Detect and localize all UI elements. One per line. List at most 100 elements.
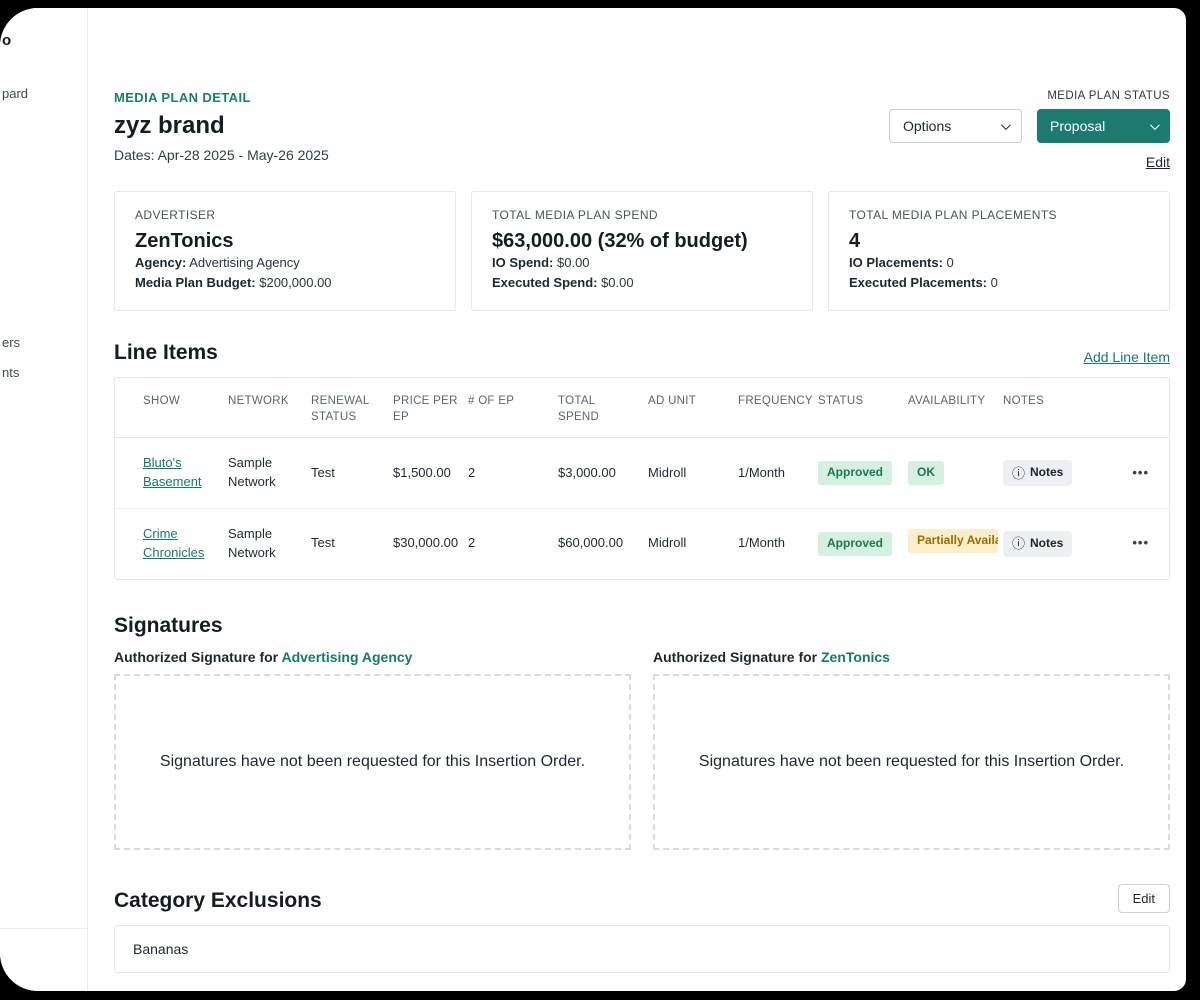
cell-renewal: Test	[311, 464, 335, 480]
kv-key: Agency:	[135, 255, 187, 270]
media-plan-status-label: MEDIA PLAN STATUS	[1047, 90, 1170, 102]
kv-value: $200,000.00	[255, 275, 332, 291]
cell-total: $60,000.00	[558, 535, 624, 551]
col-ad-unit: AD UNIT	[648, 395, 697, 408]
options-label: Options	[903, 118, 952, 134]
executed-placements-row: Executed Placements: 0	[849, 273, 1149, 293]
cell-network: Sample Network	[228, 526, 276, 560]
col-notes: NOTES	[1003, 395, 1045, 408]
header-buttons: Options Proposal	[889, 109, 1170, 143]
cell-eps: 2	[468, 535, 476, 551]
signature-block-advertiser: Authorized Signature for ZenTonics Signa…	[653, 649, 1170, 850]
table-header-row: SHOW NETWORK RENEWAL STATUS PRICE PER EP…	[115, 378, 1169, 439]
availability-badge: OK	[908, 461, 944, 485]
availability-badge: Partially Available	[908, 529, 998, 553]
col-total-spend: TOTAL SPEND	[558, 395, 600, 423]
main-content: MEDIA PLAN DETAIL zyz brand Dates: Apr-2…	[88, 8, 1186, 991]
row-overflow-menu[interactable]: •••	[1132, 535, 1149, 551]
sidebar-item-1[interactable]: ers	[2, 335, 21, 350]
kv-value: 0	[942, 255, 954, 270]
total-spend: $63,000.00 (32% of budget)	[492, 230, 748, 252]
kv-value: $0.00	[553, 255, 590, 270]
page-title: zyz brand	[114, 112, 225, 139]
status-value: Proposal	[1050, 118, 1106, 134]
cell-network: Sample Network	[228, 455, 276, 490]
status-badge: Approved	[818, 532, 893, 556]
status-badge: Approved	[818, 461, 893, 485]
col-availability: AVAILABILITY	[908, 395, 986, 408]
signature-entity-link[interactable]: ZenTonics	[821, 648, 890, 665]
table-row: Bluto's Basement Sample Network Test $1,…	[115, 438, 1169, 508]
card-label: TOTAL MEDIA PLAN SPEND	[492, 208, 658, 222]
table-body: Bluto's Basement Sample Network Test $1,…	[115, 438, 1169, 578]
col-price-per-ep: PRICE PER EP	[393, 395, 458, 423]
spend-card: TOTAL MEDIA PLAN SPEND $63,000.00 (32% o…	[471, 191, 813, 312]
page-header-left: MEDIA PLAN DETAIL zyz brand Dates: Apr-2…	[114, 90, 329, 170]
signature-block-agency: Authorized Signature for Advertising Age…	[114, 649, 631, 850]
io-placements-row: IO Placements: 0	[849, 253, 1149, 273]
signature-label: Authorized Signature for ZenTonics	[653, 649, 1170, 665]
category-exclusions-section: Category Exclusions Edit Bananas	[114, 883, 1170, 973]
budget-row: Media Plan Budget: $200,000.00	[135, 273, 435, 293]
notes-button[interactable]: ⓘ Notes	[1003, 460, 1073, 486]
signatures-title: Signatures	[114, 613, 223, 637]
row-overflow-menu[interactable]: •••	[1132, 464, 1149, 480]
status-dropdown[interactable]: Proposal	[1037, 109, 1170, 143]
logo: o	[2, 32, 12, 49]
add-line-item-link[interactable]: Add Line Item	[1083, 349, 1170, 366]
signature-message: Signatures have not been requested for t…	[698, 752, 1125, 770]
cell-ad-unit: Midroll	[648, 535, 687, 551]
edit-plan-link[interactable]: Edit	[1145, 154, 1170, 170]
app-window: o pard ers nts MEDIA PLAN DETAIL zyz bra…	[0, 8, 1186, 991]
info-icon: ⓘ	[1012, 536, 1026, 552]
kv-key: Executed Spend:	[492, 275, 598, 291]
options-dropdown[interactable]: Options	[889, 109, 1022, 143]
cell-price: $30,000.00	[393, 535, 459, 551]
col-num-ep: # OF EP	[468, 395, 515, 408]
breadcrumb: MEDIA PLAN DETAIL	[114, 90, 251, 105]
show-link[interactable]: Bluto's Basement	[143, 455, 202, 490]
kv-key: Media Plan Budget:	[135, 275, 256, 291]
table-row: Crime Chronicles Sample Network Test $30…	[115, 508, 1169, 579]
line-items-title: Line Items	[114, 341, 218, 365]
cell-total: $3,000.00	[558, 464, 616, 480]
sidebar-divider	[0, 928, 87, 929]
kv-key: IO Spend:	[492, 255, 554, 270]
signatures-section: Signatures Authorized Signature for Adve…	[114, 614, 1170, 850]
placements-card: TOTAL MEDIA PLAN PLACEMENTS 4 IO Placeme…	[828, 191, 1170, 312]
total-placements: 4	[849, 230, 861, 252]
signature-label-text: Authorized Signature for	[114, 648, 282, 665]
line-items-table: SHOW NETWORK RENEWAL STATUS PRICE PER EP…	[114, 377, 1170, 580]
signature-message: Signatures have not been requested for t…	[159, 752, 586, 770]
col-frequency: FREQUENCY	[738, 395, 813, 408]
plan-dates: Dates: Apr-28 2025 - May-26 2025	[114, 147, 329, 163]
edit-exclusions-button[interactable]: Edit	[1117, 883, 1170, 913]
signature-placeholder: Signatures have not been requested for t…	[114, 673, 631, 850]
signature-entity-link[interactable]: Advertising Agency	[281, 648, 413, 665]
page-header-right: MEDIA PLAN STATUS Options Proposal Edit	[889, 90, 1170, 170]
category-exclusions-title: Category Exclusions	[114, 888, 322, 912]
kv-value: 0	[987, 275, 998, 291]
io-spend-row: IO Spend: $0.00	[492, 253, 792, 273]
cell-price: $1,500.00	[393, 464, 451, 480]
kv-key: IO Placements:	[849, 255, 943, 270]
advertiser-card: ADVERTISER ZenTonics Agency: Advertising…	[114, 191, 456, 312]
card-label: TOTAL MEDIA PLAN PLACEMENTS	[849, 208, 1057, 222]
kv-key: Executed Placements:	[849, 275, 988, 291]
notes-label: Notes	[1030, 465, 1064, 480]
col-status: STATUS	[818, 395, 864, 408]
notes-label: Notes	[1030, 536, 1064, 551]
category-exclusions-value: Bananas	[114, 924, 1170, 973]
advertiser-name: ZenTonics	[135, 230, 234, 252]
agency-row: Agency: Advertising Agency	[135, 253, 435, 273]
notes-button[interactable]: ⓘ Notes	[1003, 531, 1073, 557]
sidebar-item-2[interactable]: nts	[2, 365, 20, 380]
chevron-down-icon	[1000, 119, 1011, 130]
signature-label-text: Authorized Signature for	[653, 648, 821, 665]
sidebar-item-dashboard[interactable]: pard	[2, 86, 29, 101]
show-link[interactable]: Crime Chronicles	[143, 526, 205, 560]
summary-cards: ADVERTISER ZenTonics Agency: Advertising…	[114, 191, 1170, 312]
signature-placeholder: Signatures have not been requested for t…	[653, 673, 1170, 850]
col-network: NETWORK	[228, 395, 289, 408]
executed-spend-row: Executed Spend: $0.00	[492, 273, 792, 293]
